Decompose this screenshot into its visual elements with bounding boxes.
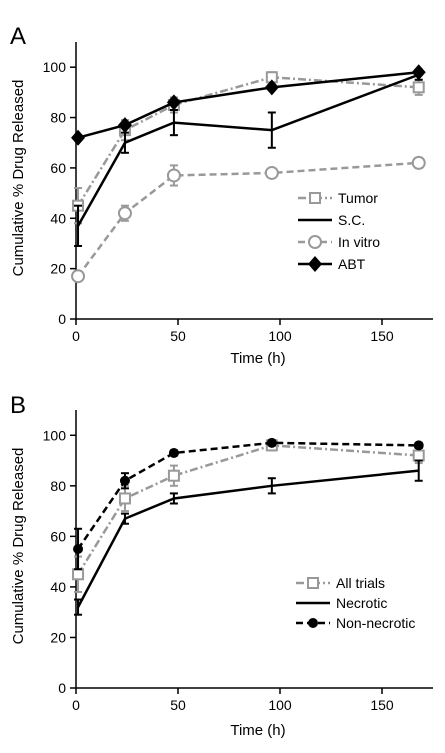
data-point: [71, 129, 86, 146]
x-tick-label: 100: [268, 328, 292, 344]
y-tick-label: 60: [50, 528, 66, 544]
x-tick-label: 150: [370, 328, 394, 344]
y-tick-label: 80: [50, 110, 66, 126]
x-tick-label: 50: [170, 328, 186, 344]
data-point: [73, 544, 84, 554]
y-tick-label: 20: [50, 629, 66, 645]
legend-label: S.C.: [338, 212, 365, 228]
y-tick-label: 0: [58, 680, 66, 696]
y-tick-label: 100: [43, 427, 67, 443]
legend-item: In vitro: [298, 234, 380, 250]
legend-marker: [309, 192, 321, 204]
legend-marker: [308, 235, 322, 249]
legend-label: Non-necrotic: [336, 615, 415, 631]
y-tick-label: 100: [43, 59, 67, 75]
series-line: [77, 441, 419, 550]
series-line: [76, 75, 419, 207]
y-tick-label: 40: [50, 210, 66, 226]
legend-item: All trials: [296, 575, 385, 591]
legend-marker: [308, 618, 318, 628]
series-line: [77, 161, 419, 277]
y-axis-title-b: Cumulative % Drug Released: [10, 448, 27, 645]
plot-area-b: 0 20 40 60 80 100 0 50 100 150: [43, 410, 433, 713]
data-point: [117, 117, 132, 134]
x-tick-label: 0: [72, 697, 80, 713]
y-tick-label: 60: [50, 160, 66, 176]
panel-letter-a: A: [10, 23, 26, 50]
data-point: [168, 447, 179, 458]
data-point: [72, 568, 85, 581]
plot-area-a: 0 20 40 60 80 100 0 50 100 150: [43, 42, 433, 344]
data-point: [412, 449, 425, 462]
data-point: [266, 437, 277, 448]
data-point: [411, 64, 426, 81]
x-tick-label: 0: [72, 328, 80, 344]
series-abt: [71, 64, 426, 146]
legend-item: ABT: [298, 256, 366, 272]
x-axis-title-b: Time (h): [230, 722, 285, 739]
data-point: [167, 469, 180, 482]
legend-label: All trials: [336, 575, 385, 591]
legend-item: Necrotic: [296, 595, 387, 611]
data-point: [411, 155, 426, 170]
legend-item: Tumor: [298, 190, 378, 206]
data-point: [71, 269, 86, 284]
legend-item: Non-necrotic: [296, 615, 415, 631]
legend-b: All trials Necrotic Non-necrotic: [296, 575, 415, 631]
legend-label: Necrotic: [336, 595, 387, 611]
panel-a: A Cumulative % Drug Released Time (h) 0 2…: [10, 23, 433, 367]
series-necrotic: [74, 459, 423, 616]
data-point: [412, 81, 425, 94]
data-point: [119, 475, 130, 486]
legend-marker: [308, 256, 322, 272]
x-tick-label: 50: [170, 697, 186, 713]
panel-letter-b: B: [10, 392, 26, 419]
legend-a: Tumor S.C. In vitro ABT: [298, 190, 380, 272]
data-point: [166, 168, 181, 183]
panel-b: B Cumulative % Drug Released Time (h) 0 2…: [10, 392, 433, 739]
x-axis-title-a: Time (h): [230, 350, 285, 367]
y-tick-label: 80: [50, 478, 66, 494]
series-in-vitro: [71, 155, 426, 284]
data-point: [264, 79, 279, 96]
legend-item: S.C.: [298, 212, 365, 228]
data-point: [413, 440, 424, 451]
data-point: [264, 165, 279, 180]
series-non-necrotic: [73, 437, 424, 571]
y-tick-label: 0: [58, 311, 66, 327]
data-point: [118, 492, 131, 505]
y-axis-title-a: Cumulative % Drug Released: [10, 80, 27, 277]
x-tick-label: 100: [268, 697, 292, 713]
data-point: [166, 94, 181, 111]
x-tick-label: 150: [370, 697, 394, 713]
y-tick-label: 40: [50, 579, 66, 595]
data-point: [117, 206, 132, 221]
legend-label: Tumor: [338, 190, 378, 206]
y-tick-label: 20: [50, 261, 66, 277]
legend-label: ABT: [338, 256, 366, 272]
legend-marker: [307, 577, 319, 589]
legend-label: In vitro: [338, 234, 380, 250]
series-line: [76, 444, 419, 575]
